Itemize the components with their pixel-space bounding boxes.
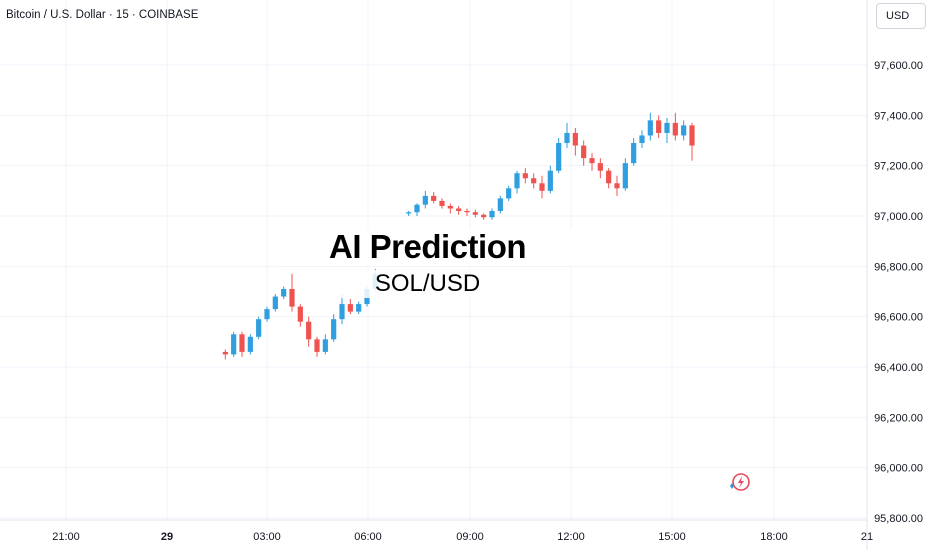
candle-body	[322, 339, 328, 352]
candle-body	[439, 200, 445, 206]
candle-body	[497, 198, 503, 211]
currency-button[interactable]: USD	[876, 3, 926, 29]
candle-body	[456, 208, 462, 211]
y-tick-label: 96,000.00	[874, 463, 923, 475]
candle-body	[256, 319, 262, 337]
x-tick-label: 29	[161, 531, 173, 543]
candle-body	[506, 188, 512, 199]
x-tick-label: 09:00	[456, 531, 484, 543]
candle-body	[289, 288, 295, 307]
candle-body	[539, 183, 545, 191]
candle-body	[606, 170, 612, 184]
candle-body	[664, 122, 670, 133]
x-tick-label: 18:00	[760, 531, 788, 543]
candle-body	[306, 321, 312, 340]
candle-body	[272, 296, 278, 310]
lightning-icon[interactable]	[728, 472, 752, 502]
y-tick-label: 96,600.00	[874, 312, 923, 324]
candle-body	[522, 173, 528, 179]
candle-body	[222, 351, 228, 355]
candle-body	[481, 214, 487, 218]
candle-body	[656, 120, 662, 133]
x-tick-label: 12:00	[557, 531, 585, 543]
y-tick-label: 97,600.00	[874, 60, 923, 72]
x-tick-label: 15:00	[658, 531, 686, 543]
candle-body	[447, 205, 453, 209]
candle-body	[556, 143, 562, 171]
x-tick-label: 21	[861, 531, 873, 543]
candle-body	[489, 210, 495, 218]
y-tick-label: 96,200.00	[874, 412, 923, 424]
candle-body	[547, 170, 553, 191]
candle-body	[514, 173, 520, 189]
overlay-title: AI Prediction	[280, 228, 575, 266]
candle-body	[531, 178, 537, 184]
y-tick-label: 97,400.00	[874, 110, 923, 122]
candle-body	[564, 132, 570, 144]
candle-body	[297, 306, 303, 322]
candle-body	[472, 212, 478, 215]
candle-body	[622, 163, 628, 189]
candle-body	[414, 204, 420, 213]
candle-body	[314, 339, 320, 352]
candle-body	[406, 212, 412, 214]
y-tick-label: 96,400.00	[874, 362, 923, 374]
candle-body	[639, 135, 645, 144]
y-tick-label: 97,200.00	[874, 161, 923, 173]
candle-body	[647, 120, 653, 136]
candle-body	[281, 288, 287, 297]
candle-body	[347, 304, 353, 312]
candle-body	[672, 122, 678, 136]
candle-body	[581, 145, 587, 159]
y-tick-label: 96,800.00	[874, 261, 923, 273]
candle-body	[631, 143, 637, 164]
chart-symbol-title[interactable]: Bitcoin / U.S. Dollar · 15 · COINBASE	[6, 9, 199, 21]
candle-body	[331, 319, 337, 340]
candle-body	[231, 334, 237, 355]
candle-body	[264, 309, 270, 320]
candle-body	[422, 195, 428, 205]
candle-body	[681, 125, 687, 136]
y-tick-label: 95,800.00	[874, 513, 923, 525]
x-tick-label: 03:00	[253, 531, 281, 543]
candle-body	[239, 334, 245, 352]
candle-body	[572, 132, 578, 146]
y-tick-label: 97,000.00	[874, 211, 923, 223]
candle-body	[689, 125, 695, 146]
candle-body	[597, 163, 603, 171]
candle-body	[356, 304, 362, 312]
candle-body	[431, 195, 437, 201]
candle-body	[589, 158, 595, 164]
candle-body	[614, 183, 620, 189]
candle-body	[247, 336, 253, 352]
x-tick-label: 06:00	[354, 531, 382, 543]
candle-body	[339, 304, 345, 320]
candle-body	[464, 210, 470, 213]
x-tick-label: 21:00	[52, 531, 80, 543]
overlay-subtitle: SOL/USD	[330, 270, 525, 298]
